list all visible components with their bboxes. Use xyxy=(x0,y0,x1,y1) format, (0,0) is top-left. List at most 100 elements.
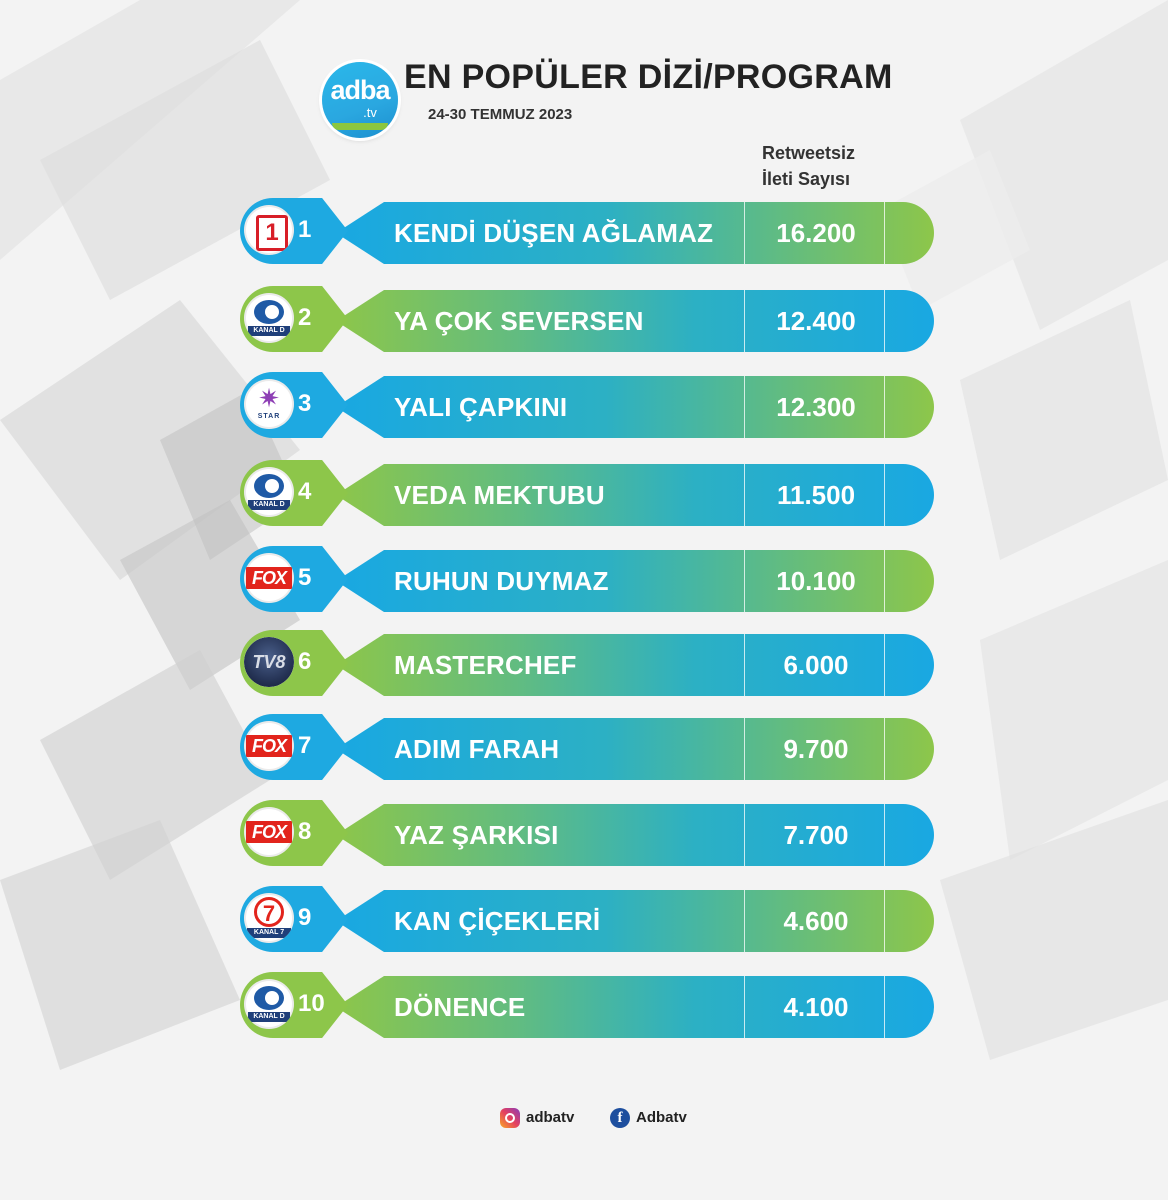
logo-arc xyxy=(332,123,388,130)
row-divider xyxy=(884,550,885,612)
list-item: KANAL D 10 DÖNENCE 4.100 xyxy=(240,972,940,1038)
program-name: YA ÇOK SEVERSEN xyxy=(394,306,644,336)
row-bar xyxy=(336,890,934,952)
instagram-link[interactable]: adbatv xyxy=(500,1108,574,1132)
row-divider xyxy=(744,634,745,696)
row-divider xyxy=(744,202,745,264)
row-bar xyxy=(336,290,934,352)
list-item: FOX 8 YAZ ŞARKISI 7.700 xyxy=(240,800,940,866)
list-item: FOX 5 RUHUN DUYMAZ 10.100 xyxy=(240,546,940,612)
kanal-d-icon: KANAL D xyxy=(244,979,294,1029)
channel-text: KANAL D xyxy=(248,500,290,510)
fox-icon: FOX xyxy=(244,553,294,603)
rank-number: 5 xyxy=(298,564,312,591)
column-header-line1: Retweetsiz xyxy=(762,143,856,163)
row-divider xyxy=(884,634,885,696)
row-divider xyxy=(744,718,745,780)
tweet-count: 12.400 xyxy=(776,306,856,336)
kanal-d-icon: KANAL D xyxy=(244,293,294,343)
channel-text: KANAL D xyxy=(248,326,290,336)
row-divider xyxy=(744,376,745,438)
row-divider xyxy=(884,464,885,526)
list-item: 7 KANAL 7 9 KAN ÇİÇEKLERİ 4.600 xyxy=(240,886,940,952)
rank-number: 1 xyxy=(298,216,312,243)
tweet-count: 11.500 xyxy=(776,480,856,510)
rank-number: 9 xyxy=(298,904,312,931)
fox-icon: FOX xyxy=(244,721,294,771)
tweet-count: 12.300 xyxy=(776,392,856,422)
page-title: EN POPÜLER DİZİ/PROGRAM xyxy=(404,58,893,96)
tv8-icon: TV8 xyxy=(244,637,294,687)
kanal-d-icon: KANAL D xyxy=(244,467,294,517)
row-divider xyxy=(884,376,885,438)
channel-text: 1 xyxy=(265,219,279,246)
list-item: 1 1 KENDİ DÜŞEN AĞLAMAZ 16.200 xyxy=(240,198,940,264)
row-divider xyxy=(744,290,745,352)
rank-number: 8 xyxy=(298,818,312,845)
column-header: Retweetsiz İleti Sayısı xyxy=(762,140,855,192)
rank-number: 10 xyxy=(298,990,325,1017)
program-name: VEDA MEKTUBU xyxy=(394,480,605,510)
program-name: DÖNENCE xyxy=(394,992,526,1022)
trt1-icon: 1 xyxy=(244,205,294,255)
channel-text: TV8 xyxy=(244,637,294,687)
rank-number: 2 xyxy=(298,304,312,331)
list-item: KANAL D 2 YA ÇOK SEVERSEN 12.400 xyxy=(240,286,940,352)
row-bar xyxy=(336,804,934,866)
program-name: MASTERCHEF xyxy=(394,650,577,680)
row-bar xyxy=(336,718,934,780)
rank-number: 4 xyxy=(298,478,312,505)
instagram-handle: adbatv xyxy=(526,1108,575,1126)
row-bar xyxy=(336,976,934,1038)
row-divider xyxy=(744,976,745,1038)
row-divider xyxy=(884,976,885,1038)
row-divider xyxy=(884,890,885,952)
adba-tv-logo: adba .tv xyxy=(322,62,398,138)
program-name: YAZ ŞARKISI xyxy=(394,820,559,850)
row-bar xyxy=(336,634,934,696)
tweet-count: 6.000 xyxy=(783,650,849,680)
row-divider xyxy=(884,804,885,866)
tweet-count: 16.200 xyxy=(776,218,856,248)
channel-text: STAR xyxy=(257,413,281,420)
facebook-link[interactable]: f Adbatv xyxy=(610,1108,687,1132)
fox-icon: FOX xyxy=(244,807,294,857)
row-divider xyxy=(884,718,885,780)
program-name: KAN ÇİÇEKLERİ xyxy=(394,906,601,936)
list-item: FOX 7 ADIM FARAH 9.700 xyxy=(240,714,940,780)
program-name: ADIM FARAH xyxy=(394,734,560,764)
tweet-count: 4.100 xyxy=(783,992,849,1022)
row-divider xyxy=(884,202,885,264)
list-item: TV8 6 MASTERCHEF 6.000 xyxy=(240,630,940,696)
list-item: ✷ STAR 3 YALI ÇAPKINI 12.300 xyxy=(240,372,940,438)
row-bar xyxy=(336,376,934,438)
row-divider xyxy=(744,804,745,866)
program-name: RUHUN DUYMAZ xyxy=(394,566,609,596)
logo-word: adba xyxy=(330,75,390,105)
row-bar xyxy=(336,550,934,612)
program-name: YALI ÇAPKINI xyxy=(394,392,568,422)
instagram-icon xyxy=(500,1108,520,1128)
channel-text: FOX xyxy=(246,567,292,589)
kanal-7-icon: 7 KANAL 7 xyxy=(244,893,294,943)
tweet-count: 10.100 xyxy=(776,566,856,596)
channel-text: FOX xyxy=(246,821,292,843)
rank-number: 6 xyxy=(298,648,312,675)
tweet-count: 4.600 xyxy=(783,906,849,936)
row-divider xyxy=(744,464,745,526)
row-divider xyxy=(884,290,885,352)
tweet-count: 9.700 xyxy=(783,734,849,764)
facebook-handle: Adbatv xyxy=(636,1108,687,1126)
tweet-count: 7.700 xyxy=(783,820,849,850)
column-header-line2: İleti Sayısı xyxy=(762,169,851,189)
channel-text: KANAL 7 xyxy=(247,928,291,938)
star-tv-icon: ✷ STAR xyxy=(244,379,294,429)
rank-number: 3 xyxy=(298,390,312,417)
rank-number: 7 xyxy=(298,732,312,759)
channel-text: FOX xyxy=(246,735,292,757)
program-name: KENDİ DÜŞEN AĞLAMAZ xyxy=(394,218,714,248)
date-range: 24-30 TEMMUZ 2023 xyxy=(428,106,573,123)
logo-tld: .tv xyxy=(363,105,377,120)
row-divider xyxy=(744,550,745,612)
row-bar xyxy=(336,202,934,264)
